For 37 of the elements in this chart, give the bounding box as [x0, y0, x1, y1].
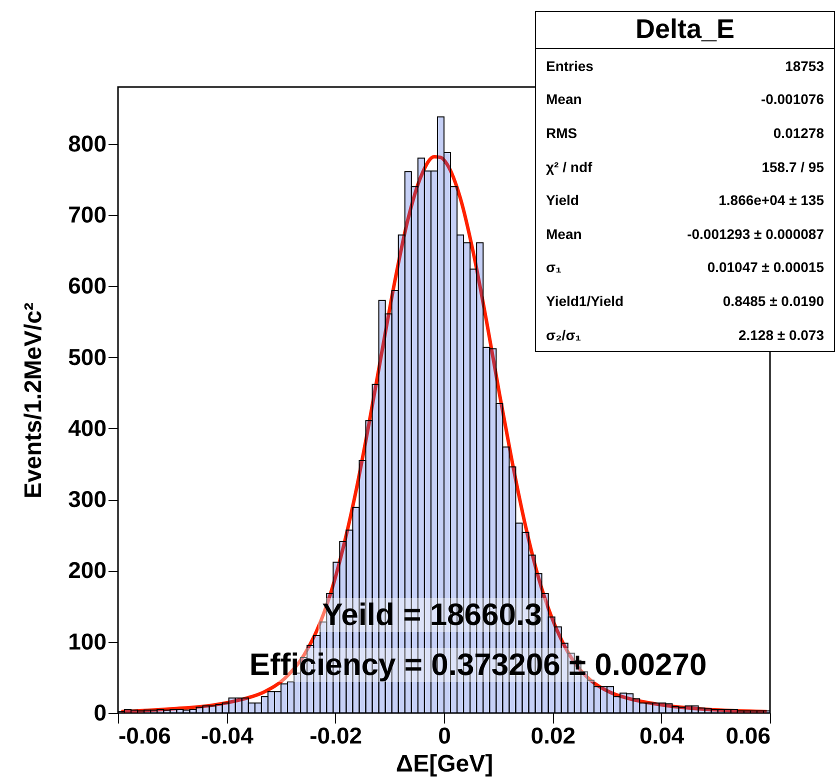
annotation: χ² / ndf — [546, 158, 592, 175]
y-tick-label: 700 — [68, 202, 106, 228]
x-tick-label: -0.04 — [200, 722, 254, 748]
x-tick-label: -0.06 — [118, 722, 171, 748]
annotation: Mean — [546, 226, 582, 242]
y-tick-label: 300 — [68, 486, 106, 512]
text: 0.01278 — [773, 124, 824, 141]
x-tick-label: 0 — [438, 722, 451, 748]
y-axis-title: Events/1.2MeV/c² — [20, 302, 48, 499]
annotation: 0.01047 ± 0.00015 — [707, 259, 824, 276]
x-tick-label: 0.04 — [639, 722, 684, 748]
y-tick-label: 0 — [94, 700, 106, 726]
annotation: -0.001076 — [760, 91, 824, 108]
annotation: 2.128 ± 0.073 — [738, 326, 824, 343]
annotation: 158.7 / 95 — [762, 158, 824, 175]
y-tick-label: 200 — [68, 557, 106, 584]
y-tick-label: 100 — [68, 628, 106, 654]
text: Entries — [546, 58, 594, 74]
x-tick-label: -0.02 — [310, 722, 362, 748]
x-axis-title: ΔE[GeV] — [396, 750, 494, 778]
x-tick-label: 0.06 — [726, 722, 770, 748]
annotation: σ₁ — [546, 259, 562, 276]
annotation: RMS — [546, 124, 578, 141]
annotation: Mean — [546, 91, 582, 108]
annotation: 1.866e+04 ± 135 — [718, 192, 824, 208]
text: 18753 — [785, 58, 824, 74]
x-tick-label: 0.02 — [530, 722, 576, 748]
annotation: σ₂/σ₁ — [546, 326, 582, 343]
y-tick-label: 400 — [68, 414, 106, 441]
y-tick-label: 500 — [68, 344, 106, 370]
y-tick-label: 600 — [68, 272, 106, 299]
annotation: Yield — [546, 192, 579, 208]
annotation: 0.8485 ± 0.0190 — [722, 292, 824, 309]
annotation: Yield1/Yield — [546, 292, 624, 309]
chart-title: Delta_E — [536, 12, 834, 49]
y-tick-label: 800 — [68, 130, 106, 156]
annotation: -0.001293 ± 0.000087 — [687, 226, 824, 242]
